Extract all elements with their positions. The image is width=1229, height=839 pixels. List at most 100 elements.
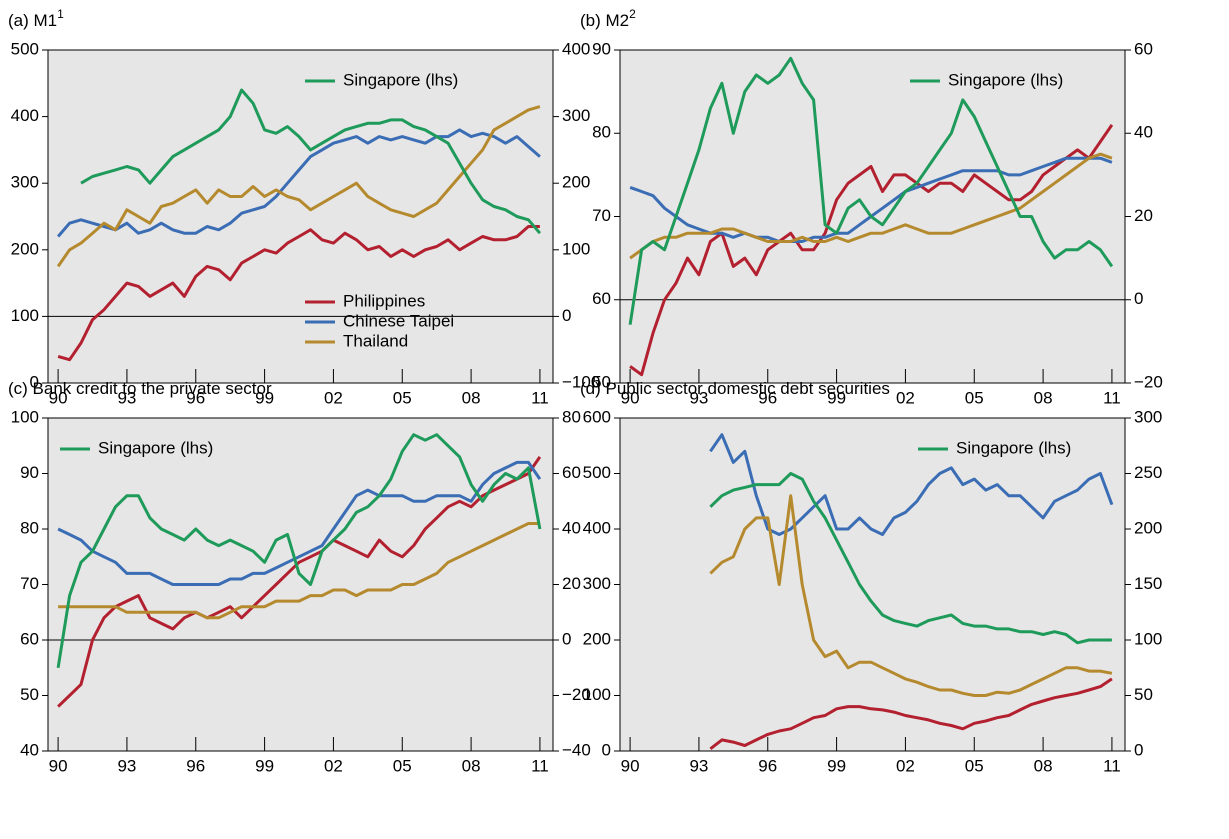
x-tick-label: 96 xyxy=(186,756,205,775)
y-tick-label: 600 xyxy=(583,407,611,426)
panel: (d) Public sector domestic debt securiti… xyxy=(580,379,1162,775)
series-line xyxy=(709,494,1113,697)
y2-tick-label: 150 xyxy=(1134,574,1162,593)
y-tick-label: 90 xyxy=(592,39,611,58)
x-tick-label: 93 xyxy=(689,388,708,407)
series-line xyxy=(628,56,1114,325)
y2-tick-label: 40 xyxy=(562,518,581,537)
y2-tick-label: 400 xyxy=(562,39,590,58)
panel: (c) Bank credit to the private sector 40 5… xyxy=(8,379,591,775)
title-superscript: 1 xyxy=(57,7,64,21)
y2-tick-label: 20 xyxy=(562,574,581,593)
series-line xyxy=(80,88,542,235)
y2-tick-label: 60 xyxy=(562,463,581,482)
plot-area xyxy=(48,50,553,383)
series-line xyxy=(56,433,542,669)
y-tick-label: 70 xyxy=(20,574,39,593)
x-tick-label: 93 xyxy=(117,388,136,407)
x-tick-label: 02 xyxy=(324,756,343,775)
panel-title: (d) Public sector domestic debt securiti… xyxy=(580,379,890,398)
plot-area xyxy=(620,418,1125,751)
series-line xyxy=(57,460,542,586)
y-tick-label: 0 xyxy=(602,740,611,759)
y2-tick-label: 40 xyxy=(1134,123,1153,142)
x-tick-label: 11 xyxy=(531,756,549,775)
y2-tick-label: 20 xyxy=(1134,206,1153,225)
title-text: (d) Public sector domestic debt securiti… xyxy=(580,379,890,398)
x-tick-label: 11 xyxy=(1103,756,1121,775)
y2-tick-label: 300 xyxy=(562,106,590,125)
panel-title: (b) M22 xyxy=(580,7,636,30)
panel: (a) M11 0 100 200 300 400 500 −100 0 100 200 300 400… xyxy=(8,7,600,407)
y-tick-label: 50 xyxy=(20,685,39,704)
x-tick-label: 02 xyxy=(324,388,343,407)
y-tick-label: 100 xyxy=(11,407,39,426)
plot-frame xyxy=(47,417,554,752)
y2-tick-label: 100 xyxy=(1134,629,1162,648)
legend-label: Philippines xyxy=(343,291,425,310)
x-tick-label: 93 xyxy=(689,756,708,775)
x-tick-label: 96 xyxy=(758,756,777,775)
y-tick-label: 70 xyxy=(592,206,611,225)
y-tick-label: 60 xyxy=(20,629,39,648)
x-tick-label: 05 xyxy=(393,756,412,775)
y-tick-label: 0 xyxy=(30,372,39,391)
y2-tick-label: −20 xyxy=(562,685,591,704)
x-tick-label: 99 xyxy=(255,756,274,775)
series-line xyxy=(629,152,1113,260)
y2-tick-label: 0 xyxy=(562,306,571,325)
y-tick-label: 500 xyxy=(583,463,611,482)
legend-label: Singapore (lhs) xyxy=(948,70,1063,89)
x-tick-label: 02 xyxy=(896,388,915,407)
y2-tick-label: 0 xyxy=(1134,740,1143,759)
x-tick-label: 08 xyxy=(1034,388,1053,407)
legend-label: Singapore (lhs) xyxy=(956,438,1071,457)
y-tick-label: 60 xyxy=(592,289,611,308)
plot-frame xyxy=(619,417,1126,752)
plot-frame xyxy=(47,49,554,384)
y2-tick-label: 100 xyxy=(562,239,590,258)
plot-area xyxy=(48,418,553,751)
y-tick-label: 90 xyxy=(20,463,39,482)
y-tick-label: 200 xyxy=(11,239,39,258)
series-line xyxy=(629,124,1114,377)
x-tick-label: 08 xyxy=(462,756,481,775)
series-line xyxy=(57,456,542,708)
y-tick-label: 400 xyxy=(11,106,39,125)
x-tick-label: 11 xyxy=(1103,388,1121,407)
legend-label: Chinese Taipei xyxy=(343,311,454,330)
title-text: (b) M2 xyxy=(580,11,629,30)
legend-label: Singapore (lhs) xyxy=(343,70,458,89)
legend-label: Singapore (lhs) xyxy=(98,438,213,457)
y-tick-label: 500 xyxy=(11,39,39,58)
title-superscript: 2 xyxy=(629,7,636,21)
x-tick-label: 99 xyxy=(827,756,846,775)
y-tick-label: 300 xyxy=(583,574,611,593)
x-tick-label: 90 xyxy=(621,756,640,775)
x-tick-label: 90 xyxy=(621,388,640,407)
x-tick-label: 05 xyxy=(393,388,412,407)
x-tick-label: 90 xyxy=(49,756,68,775)
title-text: (c) Bank credit to the private sector xyxy=(8,379,272,398)
y2-tick-label: −100 xyxy=(562,372,600,391)
y2-tick-label: 200 xyxy=(1134,518,1162,537)
x-tick-label: 93 xyxy=(117,756,136,775)
y-tick-label: 400 xyxy=(583,518,611,537)
x-tick-label: 08 xyxy=(1034,756,1053,775)
y2-tick-label: 200 xyxy=(562,173,590,192)
y2-tick-label: 0 xyxy=(1134,289,1143,308)
x-tick-label: 08 xyxy=(462,388,481,407)
y-tick-label: 200 xyxy=(583,629,611,648)
panel-title: (c) Bank credit to the private sector xyxy=(8,379,272,398)
y2-tick-label: 250 xyxy=(1134,463,1162,482)
series-line xyxy=(709,472,1112,645)
series-line xyxy=(58,522,540,620)
x-tick-label: 90 xyxy=(49,388,68,407)
y2-tick-label: 0 xyxy=(562,629,571,648)
panel-title: (a) M11 xyxy=(8,7,64,30)
y2-tick-label: 300 xyxy=(1134,407,1162,426)
x-tick-label: 02 xyxy=(896,756,915,775)
y-tick-label: 100 xyxy=(11,306,39,325)
x-tick-label: 96 xyxy=(186,388,205,407)
